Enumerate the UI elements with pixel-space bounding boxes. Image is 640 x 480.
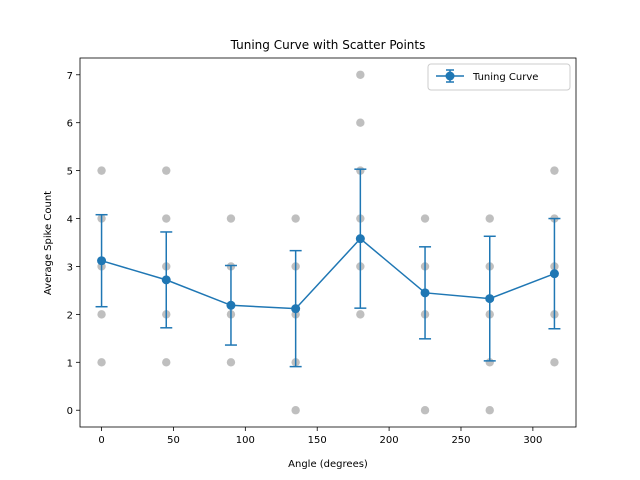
scatter-point-14 [291,214,300,223]
legend-frame [427,63,571,91]
x-tick-label-50: 50 [167,435,180,446]
scatter-point-25 [420,214,430,223]
x-tick-label-250: 250 [451,435,470,446]
series-point-0 [97,256,107,266]
plot-area: 0 50 100 150 200 250 300 0 1 2 3 4 5 6 7 [67,57,577,446]
scatter-point-29 [485,214,494,223]
series-point-5 [420,288,430,298]
chart-title: Tuning Curve with Scatter Points [230,38,426,52]
scatter-point-24 [356,310,365,319]
y-tick-label-0: 0 [67,406,73,417]
y-tick-label-6: 6 [67,119,73,130]
scatter-point-4 [97,358,106,367]
scatter-point-18 [291,406,300,415]
legend-entry-tuning-curve: Tuning Curve [472,72,538,83]
x-tick-label-200: 200 [380,435,399,446]
scatter-point-6 [162,214,171,223]
scatter-point-33 [485,406,494,415]
series-line-tuning-curve [101,237,555,310]
scatter-point-9 [162,358,171,367]
scatter-point-38 [550,358,559,367]
scatter-point-13 [226,358,236,367]
series-point-2 [226,300,236,310]
scatter-point-34 [550,166,559,175]
y-tick-label-4: 4 [67,215,73,226]
scatter-point-19 [356,70,365,79]
legend-handle [436,69,464,83]
y-tick-label-3: 3 [67,262,73,273]
x-tick-label-100: 100 [236,435,255,446]
legend: Tuning Curve [427,63,571,91]
y-tick-label-5: 5 [67,167,73,178]
x-tick-label-0: 0 [98,435,104,446]
scatter-point-28 [420,406,430,415]
y-tick-label-2: 2 [67,310,73,321]
series-point-6 [485,294,495,304]
y-axis-label: Average Spike Count [43,191,54,295]
series-point-4 [355,234,365,244]
scatter-point-5 [162,166,171,175]
series-point-3 [291,304,301,314]
y-tick-label-1: 1 [67,358,73,369]
x-tick-label-150: 150 [308,435,327,446]
x-tick-label-300: 300 [523,435,542,446]
y-tick-label-7: 7 [67,71,73,82]
legend-marker [445,71,455,81]
scatter-point-20 [356,118,365,127]
series-point-7 [549,269,559,279]
scatter-point-10 [226,214,236,223]
series-point-1 [161,275,171,285]
x-axis-label: Angle (degrees) [288,459,368,470]
scatter-point-3 [97,310,106,319]
scatter-point-0 [97,166,106,175]
axes-frame [79,57,577,428]
